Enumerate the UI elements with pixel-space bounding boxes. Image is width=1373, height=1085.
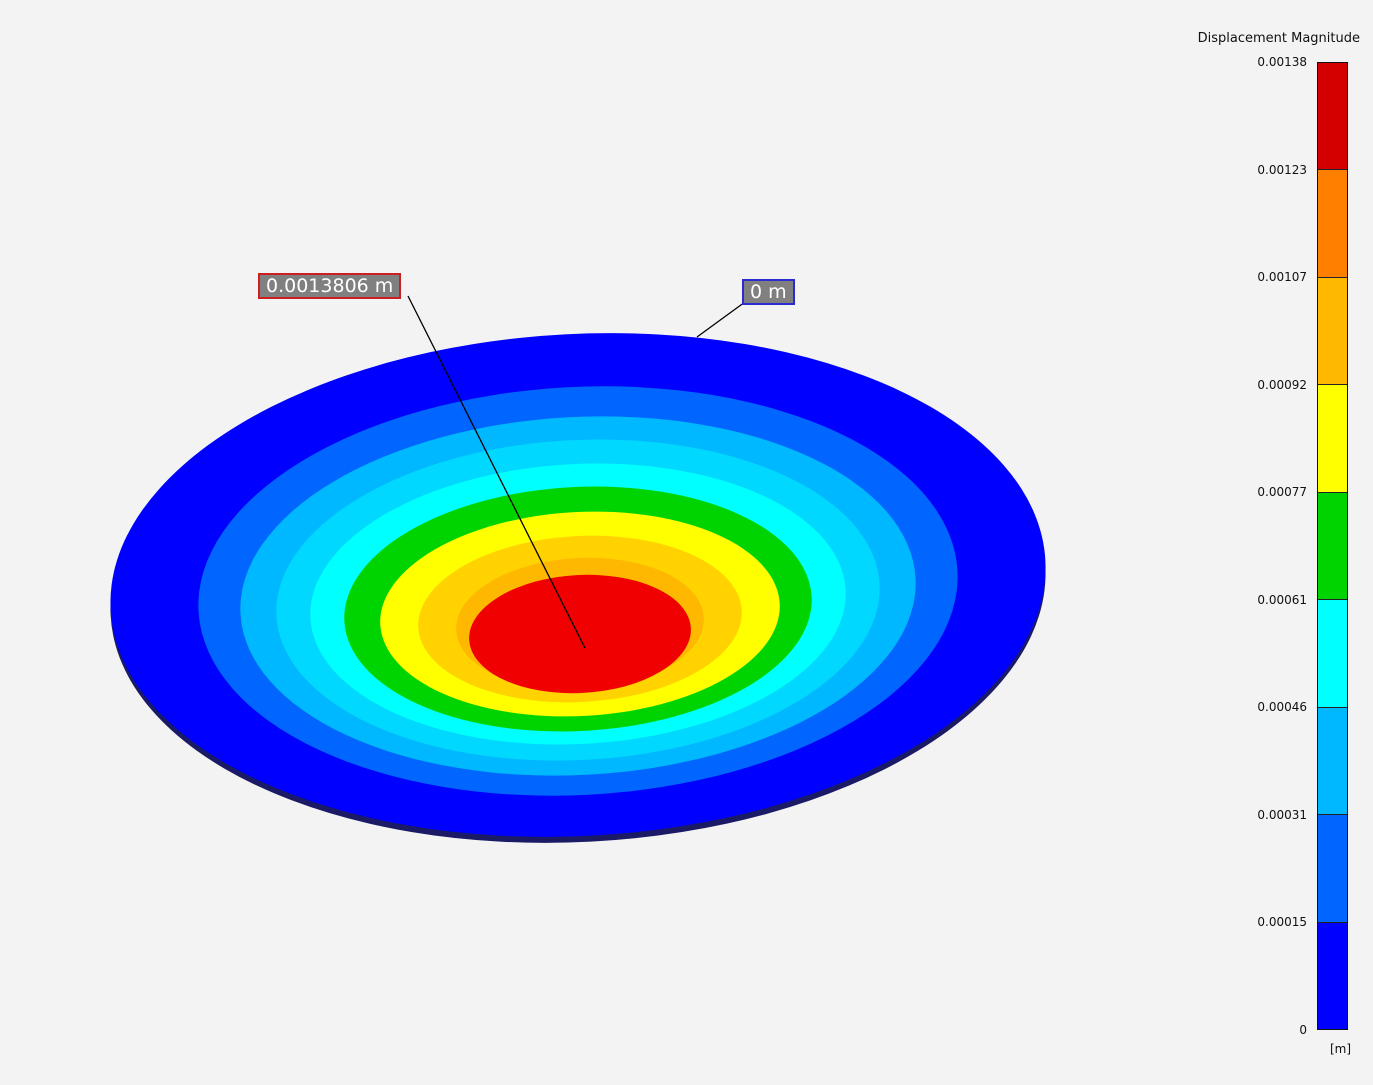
color-bar-tick-label: 0.00092 xyxy=(1257,377,1307,392)
legend-unit: [m] xyxy=(1330,1042,1352,1056)
color-bar-segment xyxy=(1318,63,1347,170)
color-bar-tick-label: 0 xyxy=(1299,1023,1307,1037)
contour-bands xyxy=(110,333,1046,837)
color-bar-segment xyxy=(1318,814,1347,922)
color-bar-segment xyxy=(1318,276,1347,385)
color-bar-tick-label: 0.00031 xyxy=(1257,807,1307,822)
color-bar-tick-label: 0.00046 xyxy=(1257,700,1307,715)
color-bar-tick-label: 0.00015 xyxy=(1257,915,1307,930)
color-bar xyxy=(1317,62,1348,1030)
min-probe-leader xyxy=(696,301,746,338)
color-bar-segment xyxy=(1318,706,1347,815)
color-bar-segment xyxy=(1318,169,1347,277)
color-bar-tick-label: 0.00138 xyxy=(1257,55,1307,69)
color-bar-tick-label: 0.00123 xyxy=(1257,162,1307,177)
color-bar-tick-label: 0.00077 xyxy=(1257,485,1307,500)
color-bar-tick-label: 0.00107 xyxy=(1257,270,1307,285)
color-bar-segment xyxy=(1318,491,1347,600)
contour-band xyxy=(469,574,691,694)
color-bar-tick-label: 0.00061 xyxy=(1257,592,1307,607)
min-probe-label[interactable]: 0 m xyxy=(742,279,795,305)
color-bar-segment xyxy=(1318,599,1347,707)
color-bar-segment xyxy=(1318,384,1347,492)
max-probe-leader xyxy=(407,295,586,649)
max-probe-label[interactable]: 0.0013806 m xyxy=(258,273,402,299)
color-bar-segment xyxy=(1318,921,1347,1029)
legend-title: Displacement Magnitude xyxy=(1197,31,1360,46)
